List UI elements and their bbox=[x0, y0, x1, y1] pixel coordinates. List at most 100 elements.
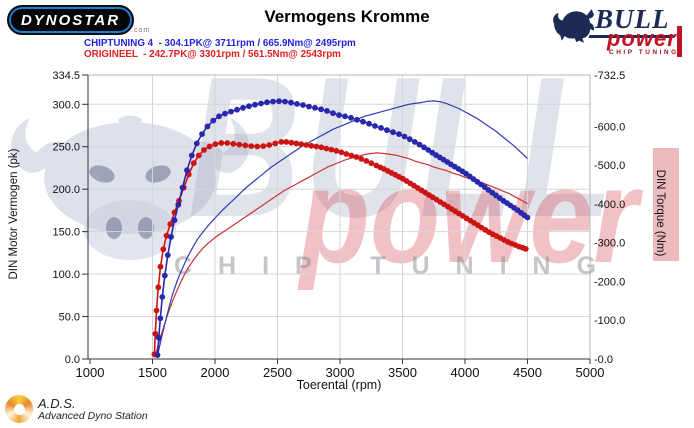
marker-origineel_torque_nm bbox=[212, 141, 219, 148]
marker-origineel_torque_nm bbox=[278, 139, 285, 145]
bullpower-logo: BULL power CHIP TUNING bbox=[549, 2, 691, 59]
marker-origineel_torque_nm bbox=[333, 147, 340, 154]
marker-origineel_torque_nm bbox=[266, 142, 273, 148]
dynostar-logo-text: DYNOSTAR bbox=[20, 11, 121, 29]
marker-origineel_torque_nm bbox=[343, 151, 350, 157]
left-tick-label: 100.0 bbox=[52, 269, 80, 281]
marker-chiptuning_torque_nm bbox=[524, 214, 531, 221]
left-tick-label: 250.0 bbox=[52, 142, 80, 154]
marker-chiptuning_torque_nm bbox=[336, 112, 342, 118]
ads-logo bbox=[5, 395, 33, 423]
bull-icon bbox=[553, 9, 595, 43]
marker-origineel_torque_nm bbox=[224, 140, 231, 146]
marker-origineel_torque_nm bbox=[328, 146, 335, 153]
marker-origineel_torque_nm bbox=[272, 140, 279, 147]
right-tick-label: -200.0 bbox=[594, 276, 625, 288]
marker-origineel_torque_nm bbox=[242, 142, 249, 149]
marker-chiptuning_torque_nm bbox=[330, 110, 336, 117]
x-tick-label: 2000 bbox=[201, 365, 230, 380]
marker-origineel_torque_nm bbox=[293, 140, 300, 147]
marker-chiptuning_torque_nm bbox=[342, 113, 348, 120]
right-tick-label: -500.0 bbox=[594, 160, 625, 172]
x-tick-label: 3500 bbox=[388, 365, 417, 380]
marker-origineel_torque_nm bbox=[155, 284, 162, 291]
marker-origineel_torque_nm bbox=[248, 143, 255, 150]
marker-chiptuning_torque_nm bbox=[240, 104, 246, 111]
marker-chiptuning_torque_nm bbox=[234, 106, 240, 113]
x-axis-title: Toerental (rpm) bbox=[296, 378, 382, 392]
marker-chiptuning_torque_nm bbox=[324, 108, 330, 114]
left-tick-label: 150.0 bbox=[52, 227, 80, 239]
marker-origineel_torque_nm bbox=[190, 160, 197, 167]
right-tick-label: -0.0 bbox=[594, 354, 613, 366]
right-tick-label: -732.5 bbox=[594, 70, 625, 82]
marker-chiptuning_torque_nm bbox=[216, 113, 222, 120]
power-logo-text: power bbox=[607, 26, 677, 51]
marker-chiptuning_torque_nm bbox=[193, 140, 200, 147]
marker-chiptuning_torque_nm bbox=[406, 136, 413, 143]
marker-origineel_torque_nm bbox=[206, 143, 213, 150]
curve-origineel_power_pk bbox=[153, 152, 528, 358]
marker-chiptuning_torque_nm bbox=[276, 98, 282, 105]
marker-origineel_torque_nm bbox=[236, 141, 243, 148]
marker-chiptuning_torque_nm bbox=[171, 217, 178, 224]
marker-origineel_torque_nm bbox=[313, 143, 320, 150]
right-axis-title: DIN Torque (Nm) bbox=[654, 169, 666, 257]
marker-chiptuning_torque_nm bbox=[258, 100, 264, 107]
marker-chiptuning_torque_nm bbox=[184, 167, 190, 174]
left-tick-label: 200.0 bbox=[52, 184, 80, 196]
marker-origineel_torque_nm bbox=[353, 154, 360, 160]
marker-chiptuning_torque_nm bbox=[348, 114, 354, 121]
marker-origineel_torque_nm bbox=[201, 147, 207, 153]
marker-origineel_torque_nm bbox=[218, 140, 225, 146]
marker-chiptuning_torque_nm bbox=[318, 106, 324, 113]
marker-chiptuning_torque_nm bbox=[282, 98, 288, 105]
marker-chiptuning_torque_nm bbox=[306, 103, 312, 110]
right-tick-label: -300.0 bbox=[594, 238, 625, 250]
marker-chiptuning_torque_nm bbox=[312, 104, 318, 111]
marker-chiptuning_torque_nm bbox=[168, 234, 174, 240]
marker-chiptuning_torque_nm bbox=[421, 144, 427, 151]
marker-chiptuning_torque_nm bbox=[188, 152, 195, 159]
marker-chiptuning_torque_nm bbox=[378, 125, 384, 131]
marker-chiptuning_torque_nm bbox=[164, 252, 171, 258]
marker-chiptuning_torque_nm bbox=[157, 315, 164, 322]
marker-origineel_torque_nm bbox=[338, 149, 345, 156]
curve-chiptuning_power_pk bbox=[156, 100, 528, 357]
left-tick-label: 334.5 bbox=[52, 70, 80, 82]
marker-chiptuning_torque_nm bbox=[161, 272, 168, 279]
marker-chiptuning_torque_nm bbox=[366, 120, 372, 127]
marker-origineel_torque_nm bbox=[318, 144, 325, 151]
x-tick-label: 2500 bbox=[263, 365, 292, 380]
legend-origineel: ORIGINEEL - 242.7PK@ 3301rpm / 561.5Nm@ … bbox=[84, 49, 341, 60]
marker-chiptuning_torque_nm bbox=[401, 133, 408, 140]
marker-chiptuning_torque_nm bbox=[246, 103, 252, 110]
marker-origineel_torque_nm bbox=[230, 140, 237, 147]
marker-chiptuning_torque_nm bbox=[222, 110, 228, 117]
ads-name: A.D.S. bbox=[38, 396, 76, 411]
marker-chiptuning_torque_nm bbox=[155, 334, 162, 341]
marker-origineel_torque_nm bbox=[363, 158, 370, 164]
marker-origineel_torque_nm bbox=[157, 263, 164, 270]
marker-origineel_torque_nm bbox=[522, 246, 529, 252]
marker-chiptuning_torque_nm bbox=[228, 108, 234, 115]
x-tick-label: 1500 bbox=[138, 365, 167, 380]
marker-chiptuning_torque_nm bbox=[264, 99, 270, 106]
dynostar-logo: DYNOSTAR bbox=[7, 5, 134, 35]
chip-tuning-logo-text: CHIP TUNING bbox=[609, 49, 679, 56]
legend-chiptuning: CHIPTUNING 4 - 304.1PK@ 3711rpm / 665.9N… bbox=[84, 38, 356, 49]
marker-chiptuning_torque_nm bbox=[199, 131, 205, 138]
marker-origineel_torque_nm bbox=[195, 152, 202, 159]
marker-chiptuning_torque_nm bbox=[300, 102, 306, 108]
left-axis-title: DIN Motor Vermogen (pk) bbox=[8, 148, 20, 280]
marker-chiptuning_torque_nm bbox=[396, 131, 402, 138]
x-tick-label: 4500 bbox=[513, 365, 542, 380]
marker-origineel_torque_nm bbox=[254, 143, 261, 150]
marker-chiptuning_torque_nm bbox=[270, 98, 276, 105]
marker-chiptuning_torque_nm bbox=[372, 123, 378, 129]
marker-chiptuning_torque_nm bbox=[354, 116, 360, 123]
ads-logo-center bbox=[13, 403, 25, 415]
marker-chiptuning_torque_nm bbox=[390, 129, 396, 136]
marker-chiptuning_torque_nm bbox=[360, 118, 366, 125]
